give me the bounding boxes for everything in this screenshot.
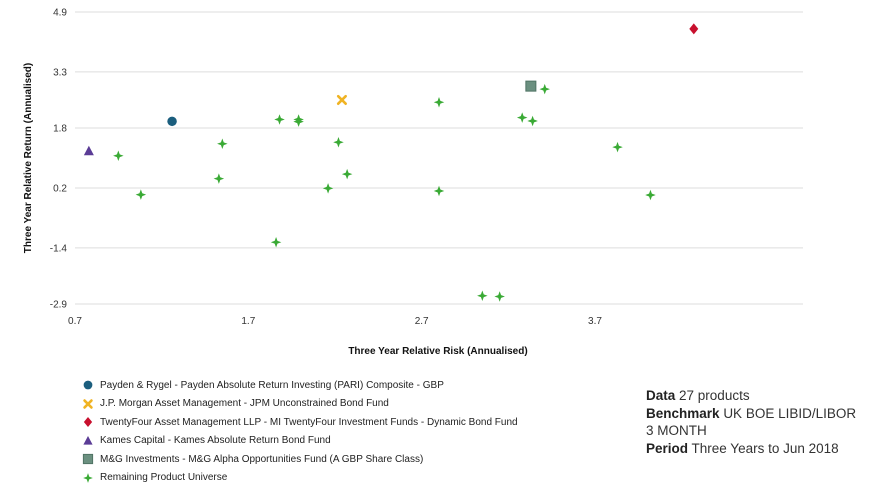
universe-point: [612, 142, 623, 153]
data-value: 27 products: [679, 388, 750, 403]
legend-marker-icon: [82, 435, 100, 447]
universe-point: [527, 116, 538, 127]
legend-label: Payden & Rygel - Payden Absolute Return …: [100, 380, 444, 391]
x-tick-label: 2.7: [415, 316, 429, 327]
legend-item: TwentyFour Asset Management LLP - MI Twe…: [82, 413, 518, 432]
grid-lines: [75, 12, 803, 304]
chart-legend: Payden & Rygel - Payden Absolute Return …: [82, 376, 518, 487]
highlight-point-3: [84, 146, 94, 156]
info-panel: Data 27 products Benchmark UK BOE LIBID/…: [646, 387, 861, 457]
info-data-line: Data 27 products: [646, 387, 861, 405]
y-tick-label: 4.9: [53, 8, 67, 19]
info-benchmark-line: Benchmark UK BOE LIBID/LIBOR 3 MONTH: [646, 405, 861, 440]
universe-point: [217, 139, 228, 150]
legend-item: J.P. Morgan Asset Management - JPM Uncon…: [82, 395, 518, 414]
period-value: Three Years to Jun 2018: [692, 441, 839, 456]
universe-point: [517, 112, 528, 123]
tick-labels: 4.9 3.3 1.8 0.2 -1.4 -2.90.7 1.7 2.7 3.7: [50, 8, 603, 328]
universe-point: [539, 84, 550, 95]
universe-point: [214, 173, 225, 184]
universe-point: [342, 169, 353, 180]
highlight-point-1: [338, 96, 346, 104]
universe-point: [333, 137, 344, 148]
universe-point: [136, 189, 147, 200]
legend-marker-icon: [82, 398, 100, 410]
data-points: [84, 23, 698, 301]
legend-marker-icon: [82, 472, 100, 484]
legend-item: Remaining Product Universe: [82, 469, 518, 487]
highlight-point-4: [526, 81, 536, 91]
y-tick-label: -2.9: [50, 300, 68, 311]
legend-marker-icon: [82, 453, 100, 465]
x-tick-label: 3.7: [588, 316, 602, 327]
universe-point: [113, 151, 124, 162]
period-label: Period: [646, 441, 688, 456]
y-axis-title: Three Year Relative Return (Annualised): [23, 63, 34, 253]
y-tick-label: 0.2: [53, 183, 67, 194]
data-label: Data: [646, 388, 675, 403]
y-tick-label: 1.8: [53, 124, 67, 135]
y-tick-label: 3.3: [53, 67, 67, 78]
highlight-point-2: [689, 23, 698, 34]
legend-marker-icon: [82, 416, 100, 428]
universe-point: [434, 97, 445, 108]
legend-item: M&G Investments - M&G Alpha Opportunitie…: [82, 450, 518, 469]
universe-point: [293, 116, 304, 127]
legend-label: TwentyFour Asset Management LLP - MI Twe…: [100, 417, 518, 428]
legend-marker-icon: [82, 379, 100, 391]
info-period-line: Period Three Years to Jun 2018: [646, 440, 861, 458]
benchmark-label: Benchmark: [646, 406, 720, 421]
scatter-chart: 4.9 3.3 1.8 0.2 -1.4 -2.90.7 1.7 2.7 3.7 Three Y…: [0, 0, 870, 370]
universe-point: [477, 291, 488, 302]
legend-label: M&G Investments - M&G Alpha Opportunitie…: [100, 454, 423, 465]
legend-label: Kames Capital - Kames Absolute Return Bo…: [100, 435, 331, 446]
x-tick-label: 0.7: [68, 316, 82, 327]
legend-label: J.P. Morgan Asset Management - JPM Uncon…: [100, 398, 389, 409]
legend-item: Kames Capital - Kames Absolute Return Bo…: [82, 432, 518, 451]
universe-point: [434, 186, 445, 197]
universe-point: [271, 237, 282, 248]
universe-point: [494, 291, 505, 302]
legend-label: Remaining Product Universe: [100, 472, 227, 483]
universe-point: [645, 190, 656, 201]
x-tick-label: 1.7: [241, 316, 255, 327]
highlight-point-0: [167, 117, 177, 127]
y-tick-label: -1.4: [50, 243, 68, 254]
universe-point: [274, 114, 285, 125]
x-axis-title: Three Year Relative Risk (Annualised): [348, 346, 527, 357]
legend-item: Payden & Rygel - Payden Absolute Return …: [82, 376, 518, 395]
universe-point: [323, 183, 334, 194]
